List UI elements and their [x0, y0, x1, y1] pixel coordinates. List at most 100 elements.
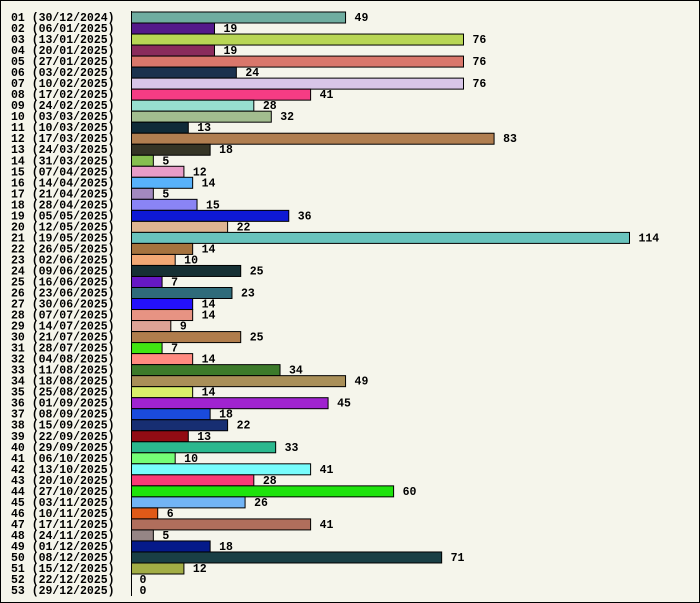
value-label: 41: [320, 89, 334, 102]
bar: [131, 320, 172, 333]
category-label: 41 (06/10/2025): [11, 453, 115, 466]
bar: [131, 496, 246, 509]
category-label: 25 (16/06/2025): [11, 276, 115, 289]
category-label: 21 (19/05/2025): [11, 232, 115, 245]
value-label: 12: [193, 563, 207, 576]
bar: [131, 287, 233, 299]
category-label: 12 (17/03/2025): [11, 133, 115, 146]
value-label: 7: [171, 276, 178, 289]
value-label: 5: [162, 188, 169, 201]
value-label: 22: [237, 221, 251, 234]
value-label: 76: [473, 34, 487, 47]
bar: [131, 507, 159, 520]
category-label: 27 (30/06/2025): [11, 299, 115, 312]
bar: [131, 88, 312, 101]
bar: [131, 143, 211, 156]
bar: [131, 275, 163, 288]
bar: [131, 342, 163, 355]
value-label: 5: [162, 155, 169, 168]
bar: [131, 110, 272, 123]
category-label: 52 (22/12/2025): [11, 574, 115, 587]
category-label: 11 (10/03/2025): [11, 122, 115, 135]
bar: [131, 353, 194, 366]
bar: [131, 518, 312, 531]
category-label: 51 (15/12/2025): [11, 563, 115, 576]
category-label: 32 (04/08/2025): [11, 354, 115, 367]
value-label: 18: [219, 144, 233, 157]
value-label: 60: [403, 486, 417, 499]
bar: [131, 441, 277, 454]
category-label: 17 (21/04/2025): [11, 188, 115, 201]
bar: [131, 22, 215, 35]
value-label: 114: [639, 232, 660, 245]
bar: [131, 154, 154, 167]
category-label: 09 (24/02/2025): [11, 100, 115, 113]
value-label: 25: [250, 265, 264, 278]
value-label: 0: [140, 574, 147, 587]
category-label: 05 (27/01/2025): [11, 56, 115, 69]
category-label: 16 (14/04/2025): [11, 177, 115, 190]
category-label: 47 (17/11/2025): [11, 519, 115, 532]
bar: [131, 99, 255, 112]
bar: [131, 77, 464, 90]
bar: [131, 397, 329, 410]
category-label: 38 (15/09/2025): [11, 420, 115, 433]
bar: [131, 309, 194, 322]
bar: [131, 253, 176, 266]
bar: [131, 165, 185, 178]
bar: [131, 176, 194, 189]
value-label: 23: [241, 288, 255, 301]
value-label: 14: [202, 243, 216, 256]
category-label: 37 (08/09/2025): [11, 409, 115, 422]
category-label: 33 (11/08/2025): [11, 365, 115, 378]
value-label: 36: [298, 210, 312, 223]
value-label: 28: [263, 475, 277, 488]
bar: [131, 474, 255, 487]
value-label: 9: [180, 321, 187, 334]
category-label: 24 (09/06/2025): [11, 265, 115, 278]
value-label: 14: [202, 177, 216, 190]
category-label: 50 (08/12/2025): [11, 552, 115, 565]
category-label: 10 (03/03/2025): [11, 111, 115, 124]
category-label: 22 (26/05/2025): [11, 243, 115, 256]
category-label: 01 (30/12/2024): [11, 12, 115, 25]
category-label: 48 (24/11/2025): [11, 530, 115, 543]
category-label: 45 (03/11/2025): [11, 497, 115, 510]
bar: [131, 220, 229, 233]
category-label: 29 (14/07/2025): [11, 321, 115, 334]
bar: [131, 562, 185, 575]
value-label: 41: [320, 464, 334, 477]
bar: [131, 264, 242, 277]
value-label: 25: [250, 332, 264, 345]
value-label: 7: [171, 343, 178, 356]
bar: [131, 209, 290, 222]
category-label: 23 (02/06/2025): [11, 254, 115, 267]
value-label: 14: [202, 387, 216, 400]
category-label: 20 (12/05/2025): [11, 221, 115, 234]
bar: [131, 231, 630, 244]
bar: [131, 55, 464, 68]
bar: [131, 198, 198, 211]
category-label: 26 (23/06/2025): [11, 288, 115, 301]
category-label: 44 (27/10/2025): [11, 486, 115, 499]
bar: [131, 419, 229, 432]
category-label: 07 (10/02/2025): [11, 78, 115, 91]
bar: [131, 386, 194, 399]
bar: [131, 452, 176, 465]
value-label: 0: [140, 585, 147, 598]
category-label: 18 (28/04/2025): [11, 199, 115, 212]
category-label: 28 (07/07/2025): [11, 310, 115, 323]
bar: [131, 331, 242, 344]
category-label: 53 (29/12/2025): [11, 585, 115, 598]
bar: [131, 121, 189, 134]
value-label: 76: [473, 56, 487, 69]
category-label: 43 (20/10/2025): [11, 475, 115, 488]
bar: [131, 33, 464, 46]
category-label: 02 (06/01/2025): [11, 23, 115, 36]
bar: [131, 132, 495, 145]
category-label: 36 (01/09/2025): [11, 398, 115, 411]
value-label: 83: [503, 133, 517, 146]
bar: [131, 463, 312, 476]
value-label: 6: [167, 508, 174, 521]
